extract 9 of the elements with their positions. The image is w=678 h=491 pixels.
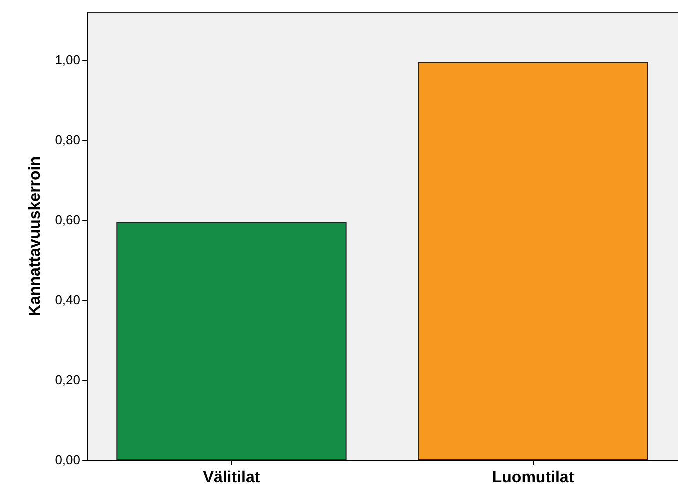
y-axis-title: Kannattavuuskerroin: [27, 156, 44, 317]
x-tick-label: Luomutilat: [492, 470, 575, 486]
y-tick-label: 1,00: [55, 52, 80, 68]
y-tick-label: 0,80: [55, 132, 80, 148]
y-tick-label: 0,00: [55, 452, 80, 468]
y-tick-label: 0,40: [55, 292, 80, 308]
x-tick-label: Välitilat: [203, 470, 261, 486]
y-tick-label: 0,60: [55, 212, 80, 228]
y-tick-label: 0,20: [55, 372, 80, 388]
